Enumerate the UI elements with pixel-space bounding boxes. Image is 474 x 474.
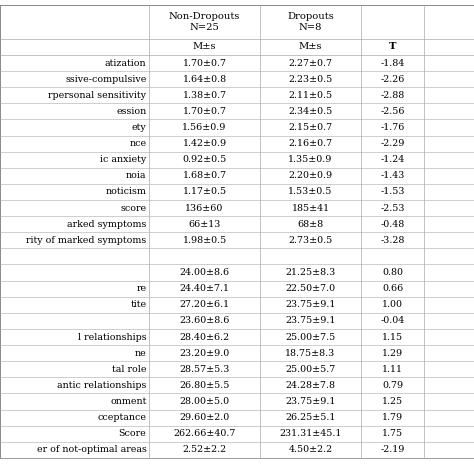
- Text: 0.66: 0.66: [382, 284, 403, 293]
- Text: 231.31±45.1: 231.31±45.1: [279, 429, 342, 438]
- Text: antic relationships: antic relationships: [57, 381, 146, 390]
- Text: 1.42±0.9: 1.42±0.9: [182, 139, 227, 148]
- Text: 21.25±8.3: 21.25±8.3: [285, 268, 336, 277]
- Text: ession: ession: [116, 107, 146, 116]
- Text: 22.50±7.0: 22.50±7.0: [285, 284, 336, 293]
- Text: 1.15: 1.15: [382, 333, 403, 341]
- Text: 23.75±9.1: 23.75±9.1: [285, 397, 336, 406]
- Text: 2.15±0.7: 2.15±0.7: [288, 123, 333, 132]
- Text: noia: noia: [126, 172, 146, 180]
- Text: 23.20±9.0: 23.20±9.0: [179, 349, 230, 357]
- Text: cceptance: cceptance: [98, 413, 146, 422]
- Text: 0.79: 0.79: [382, 381, 403, 390]
- Text: 2.34±0.5: 2.34±0.5: [288, 107, 333, 116]
- Text: -3.28: -3.28: [381, 236, 405, 245]
- Text: 23.60±8.6: 23.60±8.6: [179, 317, 230, 325]
- Text: 2.52±2.2: 2.52±2.2: [182, 446, 227, 454]
- Text: re: re: [137, 284, 146, 293]
- Text: rpersonal sensitivity: rpersonal sensitivity: [48, 91, 146, 100]
- Text: M±s: M±s: [193, 43, 216, 51]
- Text: -1.76: -1.76: [381, 123, 405, 132]
- Text: 0.80: 0.80: [382, 268, 403, 277]
- Text: noticism: noticism: [106, 188, 146, 196]
- Text: tite: tite: [130, 301, 146, 309]
- Text: 2.20±0.9: 2.20±0.9: [288, 172, 333, 180]
- Text: -0.48: -0.48: [381, 220, 405, 228]
- Text: 1.98±0.5: 1.98±0.5: [182, 236, 227, 245]
- Text: 185±41: 185±41: [292, 204, 329, 212]
- Text: 1.70±0.7: 1.70±0.7: [182, 59, 227, 67]
- Text: T: T: [389, 43, 396, 51]
- Text: -0.04: -0.04: [381, 317, 405, 325]
- Text: l relationships: l relationships: [78, 333, 146, 341]
- Text: tal role: tal role: [112, 365, 146, 374]
- Text: 1.64±0.8: 1.64±0.8: [182, 75, 227, 83]
- Text: -2.26: -2.26: [381, 75, 405, 83]
- Text: 1.25: 1.25: [382, 397, 403, 406]
- Text: 68±8: 68±8: [297, 220, 324, 228]
- Text: Score: Score: [118, 429, 146, 438]
- Text: 1.75: 1.75: [382, 429, 403, 438]
- Text: 25.00±7.5: 25.00±7.5: [285, 333, 336, 341]
- Text: 24.40±7.1: 24.40±7.1: [180, 284, 229, 293]
- Text: 1.11: 1.11: [382, 365, 403, 374]
- Text: Dropouts
N=8: Dropouts N=8: [287, 12, 334, 31]
- Text: 29.60±2.0: 29.60±2.0: [179, 413, 230, 422]
- Text: nce: nce: [129, 139, 146, 148]
- Text: 27.20±6.1: 27.20±6.1: [180, 301, 229, 309]
- Text: score: score: [120, 204, 146, 212]
- Text: 18.75±8.3: 18.75±8.3: [285, 349, 336, 357]
- Text: 66±13: 66±13: [188, 220, 221, 228]
- Text: 24.28±7.8: 24.28±7.8: [285, 381, 336, 390]
- Text: 28.57±5.3: 28.57±5.3: [179, 365, 230, 374]
- Text: 28.40±6.2: 28.40±6.2: [180, 333, 229, 341]
- Text: 1.29: 1.29: [382, 349, 403, 357]
- Text: 0.92±0.5: 0.92±0.5: [182, 155, 227, 164]
- Text: ic anxiety: ic anxiety: [100, 155, 146, 164]
- Text: 28.00±5.0: 28.00±5.0: [180, 397, 229, 406]
- Text: ssive-compulsive: ssive-compulsive: [65, 75, 146, 83]
- Text: ne: ne: [135, 349, 146, 357]
- Text: Non-Dropouts
N=25: Non-Dropouts N=25: [169, 12, 240, 31]
- Text: 1.56±0.9: 1.56±0.9: [182, 123, 227, 132]
- Text: 1.53±0.5: 1.53±0.5: [288, 188, 333, 196]
- Text: onment: onment: [110, 397, 146, 406]
- Text: 1.68±0.7: 1.68±0.7: [182, 172, 227, 180]
- Text: 2.73±0.5: 2.73±0.5: [288, 236, 333, 245]
- Text: arked symptoms: arked symptoms: [67, 220, 146, 228]
- Text: 24.00±8.6: 24.00±8.6: [180, 268, 229, 277]
- Text: atization: atization: [105, 59, 146, 67]
- Text: M±s: M±s: [299, 43, 322, 51]
- Text: 1.79: 1.79: [382, 413, 403, 422]
- Text: 2.27±0.7: 2.27±0.7: [289, 59, 332, 67]
- Text: ety: ety: [132, 123, 146, 132]
- Text: 1.38±0.7: 1.38±0.7: [182, 91, 227, 100]
- Text: -1.43: -1.43: [381, 172, 405, 180]
- Text: 136±60: 136±60: [185, 204, 224, 212]
- Text: -2.29: -2.29: [381, 139, 405, 148]
- Text: 262.66±40.7: 262.66±40.7: [173, 429, 236, 438]
- Text: -1.53: -1.53: [381, 188, 405, 196]
- Text: 1.35±0.9: 1.35±0.9: [288, 155, 333, 164]
- Text: 26.25±5.1: 26.25±5.1: [285, 413, 336, 422]
- Text: 2.11±0.5: 2.11±0.5: [288, 91, 333, 100]
- Text: er of not-optimal areas: er of not-optimal areas: [36, 446, 146, 454]
- Text: 1.00: 1.00: [382, 301, 403, 309]
- Text: -2.53: -2.53: [381, 204, 405, 212]
- Text: 23.75±9.1: 23.75±9.1: [285, 301, 336, 309]
- Text: -1.84: -1.84: [381, 59, 405, 67]
- Text: 2.16±0.7: 2.16±0.7: [288, 139, 333, 148]
- Text: 26.80±5.5: 26.80±5.5: [179, 381, 230, 390]
- Text: -2.56: -2.56: [381, 107, 405, 116]
- Text: -2.19: -2.19: [381, 446, 405, 454]
- Text: 4.50±2.2: 4.50±2.2: [288, 446, 333, 454]
- Text: 2.23±0.5: 2.23±0.5: [288, 75, 333, 83]
- Text: 1.70±0.7: 1.70±0.7: [182, 107, 227, 116]
- Text: 25.00±5.7: 25.00±5.7: [285, 365, 336, 374]
- Text: -2.88: -2.88: [381, 91, 405, 100]
- Text: -1.24: -1.24: [381, 155, 405, 164]
- Text: rity of marked symptoms: rity of marked symptoms: [26, 236, 146, 245]
- Text: 1.17±0.5: 1.17±0.5: [182, 188, 227, 196]
- Text: 23.75±9.1: 23.75±9.1: [285, 317, 336, 325]
